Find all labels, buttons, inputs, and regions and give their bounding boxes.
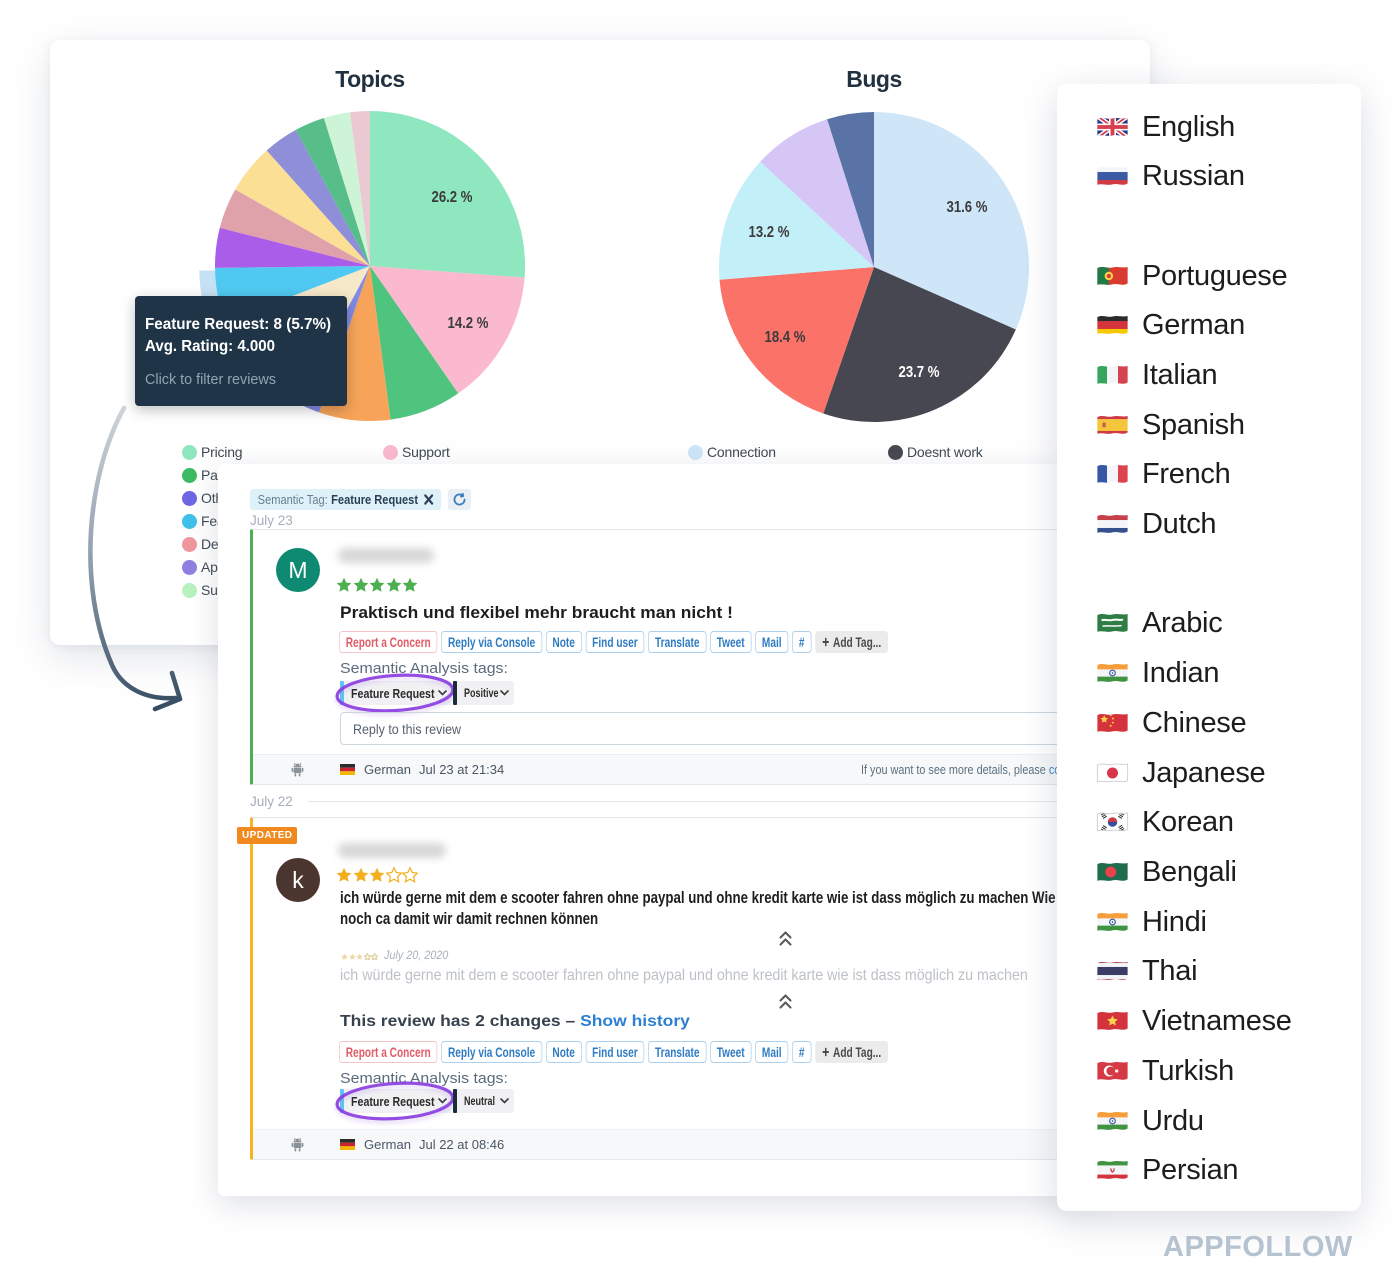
svg-text:13.2 %: 13.2 % [749,224,790,241]
svg-text:26.2 %: 26.2 % [432,189,473,206]
svg-text:18.4 %: 18.4 % [765,329,806,346]
svg-text:14.2 %: 14.2 % [448,315,489,332]
svg-text:23.7 %: 23.7 % [899,364,940,381]
svg-text:31.6 %: 31.6 % [947,199,988,216]
